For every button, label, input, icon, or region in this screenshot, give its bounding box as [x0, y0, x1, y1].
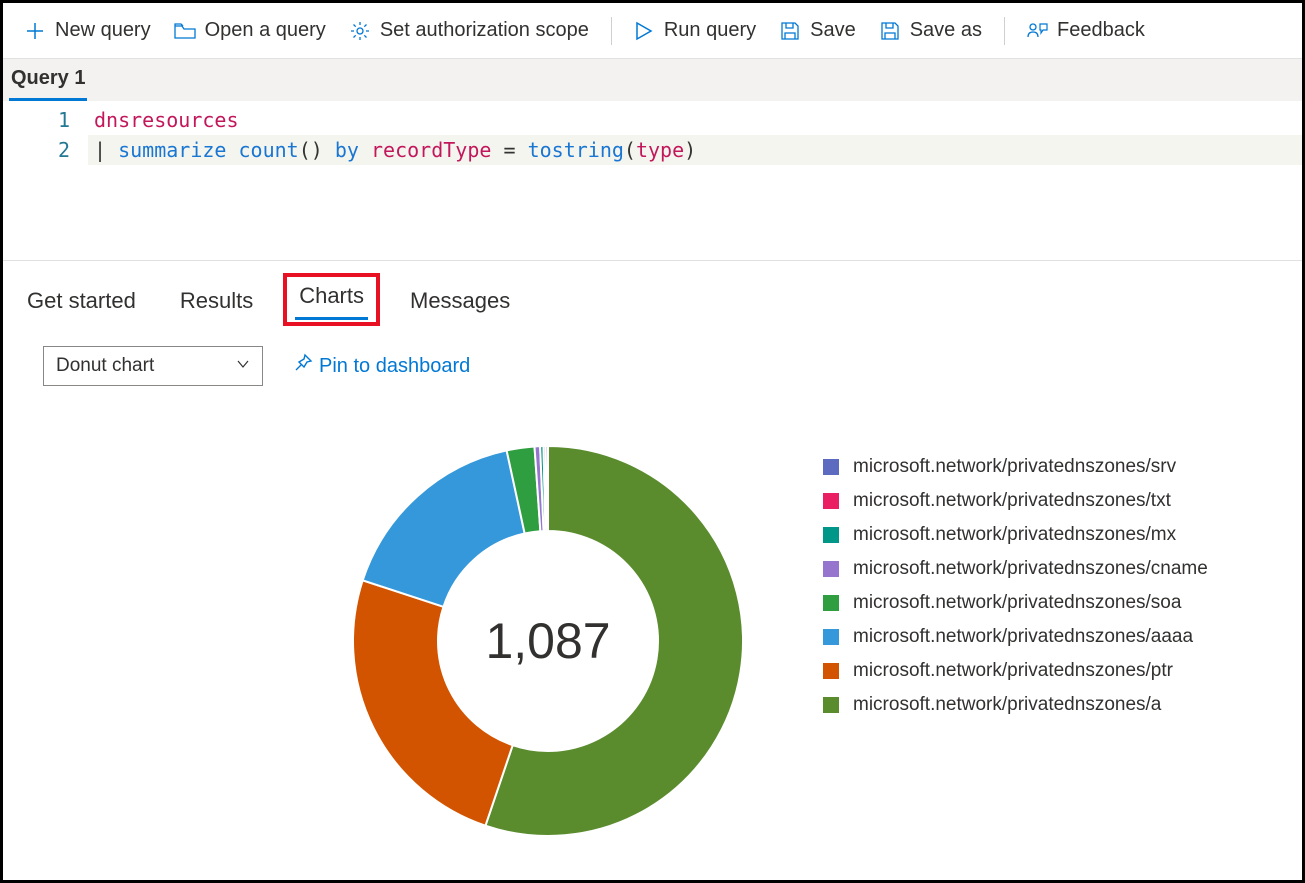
chart-type-select[interactable]: Donut chart: [43, 346, 263, 386]
save-icon: [780, 21, 800, 41]
legend-swatch: [823, 697, 839, 713]
query-editor[interactable]: 1 2 dnsresources | summarize count() by …: [3, 101, 1302, 261]
donut-svg: [333, 426, 763, 856]
toolbar-divider: [611, 17, 612, 45]
query-tabs-row: Query 1: [3, 59, 1302, 101]
pin-to-dashboard-link[interactable]: Pin to dashboard: [293, 353, 470, 379]
legend-label: microsoft.network/privatednszones/a: [853, 694, 1161, 716]
auth-scope-button[interactable]: Set authorization scope: [338, 13, 601, 48]
editor-gutter: 1 2: [3, 101, 88, 260]
query-tab-label: Query 1: [11, 67, 85, 89]
legend-label: microsoft.network/privatednszones/aaaa: [853, 626, 1193, 648]
highlight-box: Charts: [283, 273, 380, 326]
legend-label: microsoft.network/privatednszones/ptr: [853, 660, 1173, 682]
legend-label: microsoft.network/privatednszones/srv: [853, 456, 1176, 478]
legend-item[interactable]: microsoft.network/privatednszones/mx: [823, 524, 1208, 546]
tab-label: Get started: [27, 288, 136, 313]
folder-open-icon: [175, 21, 195, 41]
chart-controls: Donut chart Pin to dashboard: [3, 336, 1302, 396]
save-as-label: Save as: [910, 19, 982, 42]
legend-item[interactable]: microsoft.network/privatednszones/txt: [823, 490, 1208, 512]
legend-swatch: [823, 561, 839, 577]
donut-slice[interactable]: [353, 580, 513, 825]
legend-item[interactable]: microsoft.network/privatednszones/aaaa: [823, 626, 1208, 648]
legend-item[interactable]: microsoft.network/privatednszones/ptr: [823, 660, 1208, 682]
pin-icon: [293, 353, 313, 379]
gear-icon: [350, 21, 370, 41]
legend-swatch: [823, 459, 839, 475]
chart-legend: microsoft.network/privatednszones/srv mic…: [823, 426, 1208, 716]
tab-messages[interactable]: Messages: [406, 284, 514, 322]
legend-label: microsoft.network/privatednszones/cname: [853, 558, 1208, 580]
run-query-button[interactable]: Run query: [622, 13, 768, 48]
tab-get-started[interactable]: Get started: [23, 284, 140, 322]
legend-swatch: [823, 629, 839, 645]
donut-slice[interactable]: [546, 446, 548, 531]
save-button[interactable]: Save: [768, 13, 868, 48]
tab-label: Charts: [299, 283, 364, 308]
tab-results[interactable]: Results: [176, 284, 257, 322]
chart-type-value: Donut chart: [56, 355, 154, 377]
legend-swatch: [823, 595, 839, 611]
legend-item[interactable]: microsoft.network/privatednszones/srv: [823, 456, 1208, 478]
save-as-button[interactable]: Save as: [868, 13, 994, 48]
tab-label: Results: [180, 288, 253, 313]
code-line: dnsresources: [88, 105, 1302, 135]
result-tabs: Get started Results Charts Messages: [3, 261, 1302, 336]
code-line: | summarize count() by recordType = tost…: [88, 135, 1302, 165]
legend-item[interactable]: microsoft.network/privatednszones/cname: [823, 558, 1208, 580]
chart-area: 1,087 microsoft.network/privatednszones/…: [3, 396, 1302, 856]
plus-icon: [25, 21, 45, 41]
feedback-label: Feedback: [1057, 19, 1145, 42]
save-label: Save: [810, 19, 856, 42]
legend-swatch: [823, 663, 839, 679]
legend-label: microsoft.network/privatednszones/txt: [853, 490, 1171, 512]
query-tab-1[interactable]: Query 1: [9, 61, 87, 101]
feedback-icon: [1027, 21, 1047, 41]
new-query-label: New query: [55, 19, 151, 42]
toolbar-divider: [1004, 17, 1005, 45]
donut-slice[interactable]: [363, 450, 525, 606]
tab-charts[interactable]: Charts: [295, 279, 368, 320]
toolbar: New query Open a query Set authorization…: [3, 3, 1302, 59]
new-query-button[interactable]: New query: [13, 13, 163, 48]
pin-label: Pin to dashboard: [319, 355, 470, 378]
tab-label: Messages: [410, 288, 510, 313]
legend-swatch: [823, 493, 839, 509]
legend-item[interactable]: microsoft.network/privatednszones/a: [823, 694, 1208, 716]
code-area[interactable]: dnsresources | summarize count() by reco…: [88, 101, 1302, 260]
feedback-button[interactable]: Feedback: [1015, 13, 1157, 48]
legend-swatch: [823, 527, 839, 543]
play-icon: [634, 21, 654, 41]
legend-item[interactable]: microsoft.network/privatednszones/soa: [823, 592, 1208, 614]
line-number: 2: [3, 135, 70, 165]
run-query-label: Run query: [664, 19, 756, 42]
auth-scope-label: Set authorization scope: [380, 19, 589, 42]
open-query-button[interactable]: Open a query: [163, 13, 338, 48]
save-as-icon: [880, 21, 900, 41]
legend-label: microsoft.network/privatednszones/soa: [853, 592, 1181, 614]
donut-chart: 1,087: [333, 426, 763, 856]
open-query-label: Open a query: [205, 19, 326, 42]
legend-label: microsoft.network/privatednszones/mx: [853, 524, 1176, 546]
chevron-down-icon: [236, 355, 250, 377]
line-number: 1: [3, 105, 70, 135]
